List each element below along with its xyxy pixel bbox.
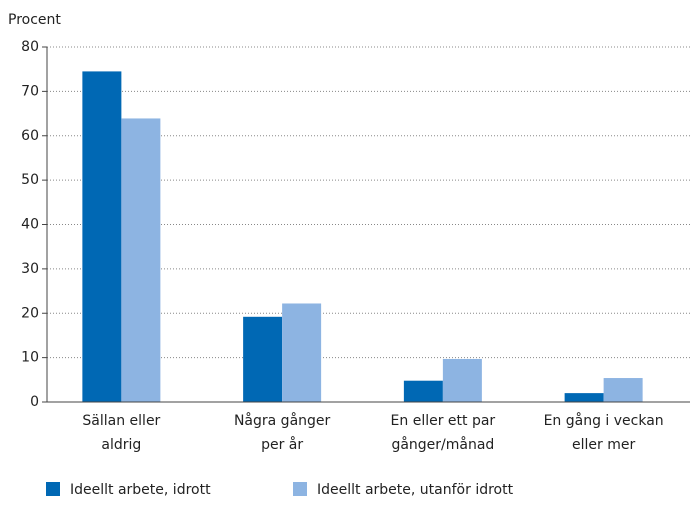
bar [442,358,482,402]
y-tick-label: 70 [21,83,39,99]
y-tick-label: 60 [21,128,39,144]
y-axis-label: Procent [8,12,61,28]
y-tick-label: 50 [21,172,39,188]
legend-swatch [46,482,60,496]
y-tick-label: 80 [21,39,39,55]
legend-label: Ideellt arbete, idrott [70,482,211,498]
x-tick-label: Några gånger [234,412,331,429]
bar [564,393,604,402]
x-tick-label: Sällan eller [82,413,160,429]
bar [243,316,283,402]
y-tick-label: 40 [21,217,39,233]
bar [282,303,322,402]
bar [82,71,122,402]
x-tick-label: gånger/månad [391,436,494,453]
y-tick-label: 30 [21,261,39,277]
x-tick-label: aldrig [101,437,141,453]
bar [121,118,161,402]
legend-swatch [293,482,307,496]
x-tick-label: eller mer [572,437,635,453]
y-tick-label: 10 [21,350,39,366]
x-tick-label: per år [261,436,303,453]
y-tick-label: 20 [21,305,39,321]
y-tick-label: 0 [30,394,39,410]
bar [403,380,443,402]
x-tick-label: En gång i veckan [544,412,664,429]
legend-label: Ideellt arbete, utanför idrott [317,482,514,498]
x-tick-label: En eller ett par [391,413,496,429]
bar [603,378,643,402]
